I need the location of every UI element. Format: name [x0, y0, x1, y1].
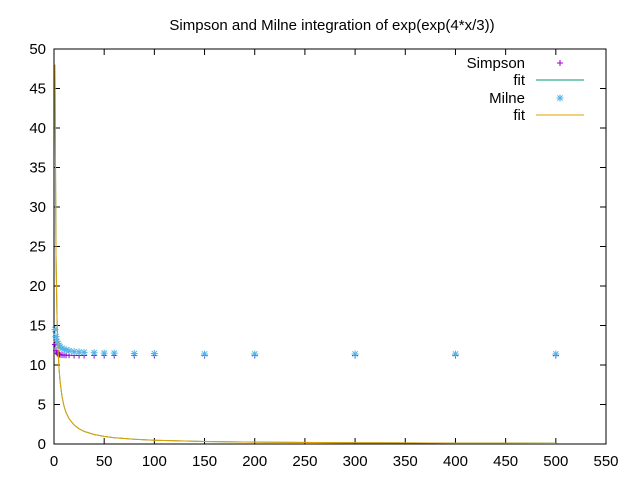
series-1 [54, 64, 556, 444]
legend-label: fit [513, 107, 526, 124]
data-point [351, 350, 359, 358]
y-tick-label: 5 [38, 397, 46, 414]
data-point [62, 346, 70, 354]
y-tick-label: 0 [38, 436, 46, 453]
series-2 [51, 325, 560, 358]
data-point [557, 60, 563, 66]
chart-title: Simpson and Milne integration of exp(exp… [169, 17, 494, 34]
data-point [90, 349, 98, 357]
series-0 [52, 341, 559, 359]
data-point [100, 349, 108, 357]
data-point [53, 337, 61, 345]
data-point [75, 348, 83, 356]
x-tick-label: 150 [192, 453, 217, 470]
legend-label: Simpson [467, 55, 525, 72]
data-marks [51, 64, 560, 444]
data-point [80, 348, 88, 356]
y-tick-label: 15 [29, 318, 46, 335]
y-tick-label: 50 [29, 41, 46, 58]
x-tick-label: 100 [142, 453, 167, 470]
x-tick-label: 50 [96, 453, 113, 470]
data-point [201, 350, 209, 358]
x-tick-label: 550 [593, 453, 618, 470]
data-point [552, 350, 560, 358]
series-line [54, 64, 556, 444]
data-point [451, 350, 459, 358]
data-point [58, 344, 66, 352]
y-tick-label: 25 [29, 239, 46, 256]
data-point [51, 325, 59, 333]
y-tick-label: 35 [29, 160, 46, 177]
x-tick-label: 300 [343, 453, 368, 470]
legend-label: Milne [489, 90, 525, 107]
x-tick-label: 200 [242, 453, 267, 470]
x-tick-label: 400 [443, 453, 468, 470]
x-tick-label: 250 [292, 453, 317, 470]
series-3 [54, 64, 556, 444]
y-tick-label: 20 [29, 278, 46, 295]
x-tick-label: 350 [393, 453, 418, 470]
data-point [52, 333, 60, 341]
data-point [130, 350, 138, 358]
y-tick-label: 40 [29, 120, 46, 137]
legend-label: fit [513, 72, 526, 89]
data-point [556, 94, 564, 102]
data-point [150, 350, 158, 358]
axis-ticks: 0 50 100 150 200 250 300 350 400 450 500 550 0 5 10 15 2… [29, 41, 618, 470]
data-point [110, 349, 118, 357]
data-point [60, 345, 68, 353]
y-tick-label: 10 [29, 357, 46, 374]
data-point [251, 350, 259, 358]
x-tick-label: 500 [543, 453, 568, 470]
y-tick-label: 45 [29, 81, 46, 98]
x-tick-label: 0 [50, 453, 58, 470]
data-point [70, 348, 78, 356]
data-point [65, 347, 73, 355]
x-tick-label: 450 [493, 453, 518, 470]
series-line [54, 64, 556, 444]
y-tick-label: 30 [29, 199, 46, 216]
